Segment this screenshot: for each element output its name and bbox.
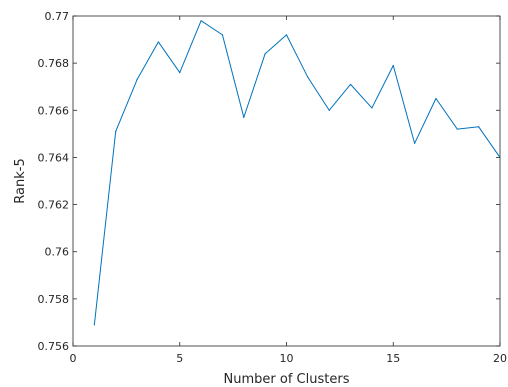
x-tick-label: 20 <box>493 352 507 365</box>
data-point <box>115 130 117 133</box>
data-point <box>328 109 330 111</box>
x-tick-label: 5 <box>176 352 183 365</box>
data-point <box>200 20 202 22</box>
data-point <box>179 71 181 74</box>
data-point <box>456 128 458 130</box>
y-tick-label: 0.764 <box>38 151 70 164</box>
y-tick-label: 0.768 <box>38 57 70 70</box>
plot-frame <box>72 15 501 347</box>
data-point <box>371 107 373 109</box>
data-point <box>435 97 437 100</box>
plot-area: 0 5 10 15 20 0.7560.7580.760.7620.7640.7660.… <box>38 10 508 365</box>
y-axis-ticks: 0.756 0.758 0.76 0.762 0.764 0.766 0.768 0.77 <box>38 10 500 353</box>
y-axis-label: Rank-5 <box>13 158 28 203</box>
x-axis-label: Number of Clusters <box>224 372 350 387</box>
x-tick-label: 0 <box>70 352 77 365</box>
data-point <box>414 142 416 144</box>
y-tick-label: 0.76 <box>45 246 70 259</box>
data-point <box>243 116 245 118</box>
data-point <box>307 76 309 78</box>
y-tick-label: 0.756 <box>38 340 70 353</box>
data-point <box>136 79 138 81</box>
series-layer <box>93 20 501 326</box>
data-point <box>478 126 480 128</box>
y-tick-label: 0.758 <box>38 293 70 306</box>
y-tick-label: 0.762 <box>38 199 70 212</box>
data-point <box>221 34 224 36</box>
series-line <box>93 20 501 325</box>
x-tick-label: 10 <box>280 352 294 365</box>
data-point <box>285 34 288 36</box>
y-tick-label: 0.77 <box>45 10 70 23</box>
data-point <box>349 83 352 85</box>
y-tick-label: 0.766 <box>38 104 70 117</box>
x-tick-label: 15 <box>386 352 400 365</box>
data-point <box>93 324 95 326</box>
data-point <box>264 53 266 55</box>
data-point <box>392 64 394 67</box>
x-axis-ticks: 0 5 10 15 20 <box>70 16 507 365</box>
data-point <box>157 41 159 43</box>
